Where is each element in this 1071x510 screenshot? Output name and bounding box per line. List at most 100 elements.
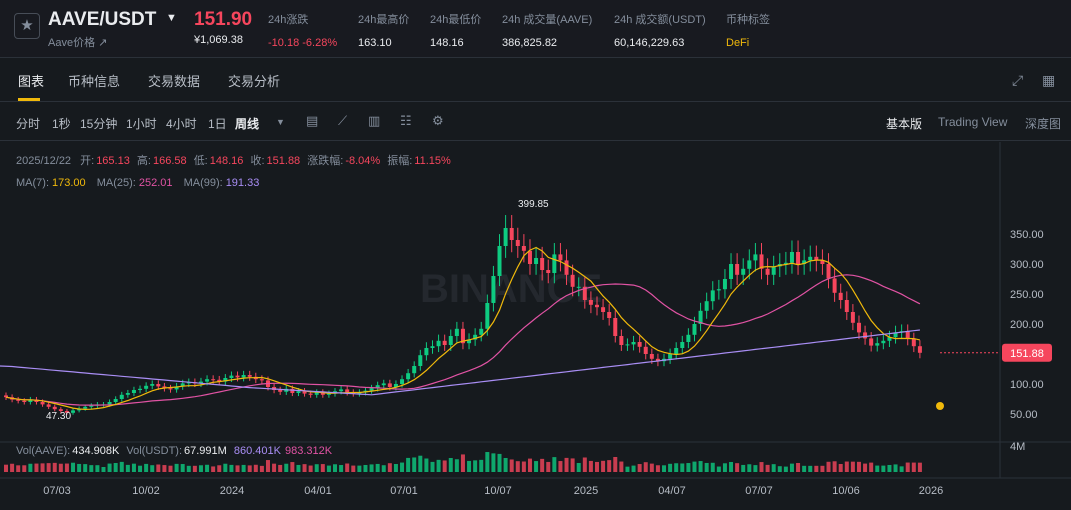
ohlc-legend: 2025/12/22 开: 165.13 高: 166.58 低: 148.16 收:… bbox=[16, 152, 455, 168]
vol-ma2-value: 983.312K bbox=[285, 445, 333, 457]
candle-type-icon[interactable]: ▥ bbox=[368, 113, 381, 128]
candle-body bbox=[869, 338, 874, 346]
volume-bar bbox=[783, 466, 788, 472]
x-tick-label: 2024 bbox=[220, 485, 244, 497]
interval-dropdown-icon[interactable]: ▼ bbox=[276, 117, 285, 127]
volume-bar bbox=[357, 465, 362, 472]
candle-body bbox=[162, 386, 167, 389]
candle-body bbox=[393, 384, 398, 387]
volume-bar bbox=[119, 461, 124, 472]
layout-grid-icon[interactable]: ▦ bbox=[1042, 72, 1056, 88]
settings-panel-icon[interactable]: ☷ bbox=[400, 113, 412, 128]
interval-weekly[interactable]: 周线 bbox=[235, 117, 260, 131]
candle-body bbox=[381, 383, 386, 386]
close-value: 151.88 bbox=[266, 155, 301, 167]
candle-body bbox=[217, 379, 222, 382]
tab-chart[interactable]: 图表 bbox=[18, 74, 45, 89]
view-depth[interactable]: 深度图 bbox=[1025, 117, 1062, 131]
volume-bar bbox=[89, 465, 94, 472]
volume-bar bbox=[259, 465, 264, 472]
candle-body bbox=[479, 328, 484, 335]
candle-body bbox=[771, 266, 776, 275]
volume-bar bbox=[448, 458, 453, 472]
candle-body bbox=[296, 391, 301, 393]
low-value: 148.16 bbox=[209, 155, 244, 167]
candle-body bbox=[704, 301, 709, 311]
candle-body bbox=[241, 375, 246, 378]
candle-body bbox=[881, 340, 886, 344]
stat-label: 24h涨跌 bbox=[268, 14, 309, 26]
candle-body bbox=[485, 303, 490, 329]
candle-body bbox=[637, 342, 642, 347]
candle-body bbox=[168, 388, 173, 390]
stat-3: 24h 成交量(AAVE) 386,825.82 bbox=[502, 11, 592, 49]
volume-bar bbox=[58, 463, 63, 472]
volume-bar bbox=[698, 461, 703, 472]
candle-body bbox=[52, 406, 57, 410]
volume-bar bbox=[101, 467, 106, 472]
expand-icon[interactable]: ⤢ bbox=[1012, 72, 1024, 88]
volume-bar bbox=[16, 465, 21, 472]
candle-body bbox=[454, 328, 459, 336]
candle-body bbox=[643, 346, 648, 354]
gear-icon[interactable]: ⚙ bbox=[432, 113, 444, 128]
candle-body bbox=[138, 388, 143, 390]
pair-name[interactable]: AAVE/USDT bbox=[48, 9, 157, 30]
candlestick-chart[interactable]: BINANCE50.00100.00150.00200.00250.00300.… bbox=[0, 142, 1071, 510]
candle-body bbox=[442, 340, 447, 345]
view-tradingview[interactable]: Trading View bbox=[938, 115, 1008, 129]
interval-1h[interactable]: 1小时 bbox=[126, 117, 157, 131]
volume-bar bbox=[875, 465, 880, 472]
candle-body bbox=[631, 342, 636, 345]
candle-body bbox=[211, 379, 216, 381]
volume-bar bbox=[686, 463, 691, 472]
pair-price-link[interactable]: Aave价格 ↗ bbox=[48, 37, 108, 49]
chart-area[interactable]: 2025/12/22 开: 165.13 高: 166.58 低: 148.16 收:… bbox=[0, 142, 1071, 510]
volume-bar bbox=[856, 461, 861, 472]
volume-bar bbox=[582, 457, 587, 472]
candle-body bbox=[308, 393, 313, 395]
indicator-icon[interactable]: ⟋ bbox=[338, 113, 348, 128]
candle-body bbox=[460, 328, 465, 344]
volume-bar bbox=[844, 461, 849, 472]
candle-body bbox=[259, 379, 264, 381]
volume-bar bbox=[473, 460, 478, 472]
interval-15m[interactable]: 15分钟 bbox=[80, 117, 118, 131]
candle-body bbox=[223, 378, 228, 382]
candle-body bbox=[278, 390, 283, 392]
interval-1d[interactable]: 1日 bbox=[208, 117, 227, 131]
volume-bar bbox=[460, 454, 465, 472]
stat-label: 24h最低价 bbox=[430, 14, 482, 26]
tab-trade-data[interactable]: 交易数据 bbox=[148, 74, 201, 89]
candle-body bbox=[448, 336, 453, 345]
interval-timeline[interactable]: 分时 bbox=[16, 117, 41, 131]
candle-body bbox=[619, 336, 624, 345]
candle-body bbox=[40, 402, 45, 405]
interval-1s[interactable]: 1秒 bbox=[52, 117, 71, 131]
volume-bar bbox=[558, 461, 563, 472]
volume-bar bbox=[771, 464, 776, 472]
candle-body bbox=[369, 388, 374, 391]
interval-4h[interactable]: 4小时 bbox=[166, 117, 197, 131]
low-label: 低: bbox=[193, 155, 208, 167]
candle-body bbox=[802, 260, 807, 264]
candle-body bbox=[34, 399, 39, 402]
pair-dropdown-icon[interactable]: ▼ bbox=[166, 12, 177, 24]
volume-legend: Vol(AAVE): 434.908K Vol(USDT): 67.991M 860… bbox=[16, 445, 332, 457]
candle-body bbox=[601, 307, 606, 312]
volume-bar bbox=[527, 458, 532, 472]
volume-bar bbox=[28, 463, 33, 472]
view-basic[interactable]: 基本版 bbox=[886, 117, 923, 131]
favorite-star-icon[interactable]: ★ bbox=[14, 13, 40, 39]
y-tick-label: 50.00 bbox=[1010, 409, 1038, 421]
volume-bar bbox=[198, 465, 203, 472]
stat-value: 163.10 bbox=[358, 37, 392, 49]
stat-label: 24h 成交额(USDT) bbox=[614, 14, 706, 26]
alert-dot bbox=[936, 402, 944, 410]
volume-bar bbox=[278, 464, 283, 472]
tab-coin-info[interactable]: 币种信息 bbox=[68, 74, 121, 89]
tab-trade-analysis[interactable]: 交易分析 bbox=[228, 74, 281, 89]
candle-body bbox=[588, 300, 593, 305]
volume-bar bbox=[290, 462, 295, 472]
calendar-icon[interactable]: ▤ bbox=[306, 113, 319, 128]
